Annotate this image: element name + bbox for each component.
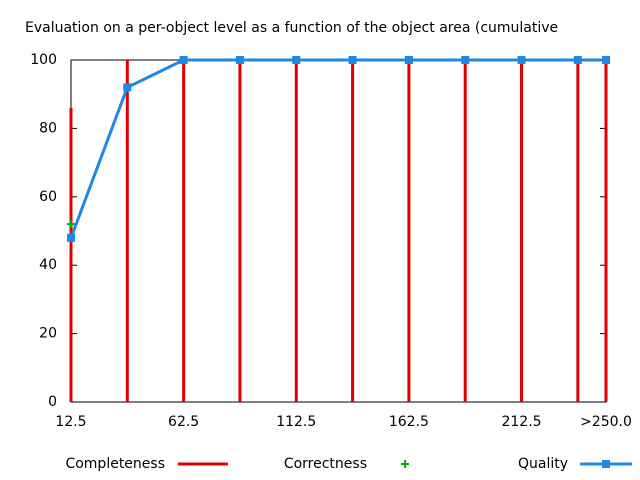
y-tick-label: 20 bbox=[39, 326, 57, 342]
plot-frame bbox=[70, 59, 607, 403]
point-marker bbox=[573, 56, 582, 64]
point-marker bbox=[292, 56, 301, 64]
point-marker bbox=[67, 233, 75, 242]
legend-label: Quality bbox=[518, 456, 568, 472]
y-tick-label: 100 bbox=[30, 52, 57, 68]
point-marker bbox=[404, 56, 413, 64]
legend-label: Correctness bbox=[284, 456, 367, 472]
point-marker bbox=[67, 220, 75, 229]
x-tick-label: 12.5 bbox=[55, 414, 86, 430]
legend-label: Completeness bbox=[65, 456, 165, 472]
point-marker bbox=[602, 56, 610, 64]
legend-swatch bbox=[602, 460, 610, 468]
point-marker bbox=[461, 56, 470, 64]
y-tick-label: 0 bbox=[48, 394, 57, 410]
point-marker bbox=[517, 56, 526, 64]
x-tick-label: 112.5 bbox=[276, 414, 316, 430]
x-tick-label: >250.0 bbox=[580, 414, 632, 430]
x-tick-label: 212.5 bbox=[501, 414, 541, 430]
y-tick-label: 80 bbox=[39, 120, 57, 136]
y-tick-label: 40 bbox=[39, 257, 57, 273]
y-tick-label: 60 bbox=[39, 189, 57, 205]
point-marker bbox=[235, 56, 244, 64]
point-marker bbox=[348, 56, 357, 64]
series-line bbox=[69, 58, 606, 239]
x-tick-label: 62.5 bbox=[168, 414, 199, 430]
chart-title: Evaluation on a per-object level as a fu… bbox=[25, 20, 558, 36]
point-marker bbox=[123, 83, 132, 92]
point-marker bbox=[179, 56, 188, 64]
legend-swatch bbox=[401, 460, 409, 468]
x-tick-label: 162.5 bbox=[389, 414, 429, 430]
